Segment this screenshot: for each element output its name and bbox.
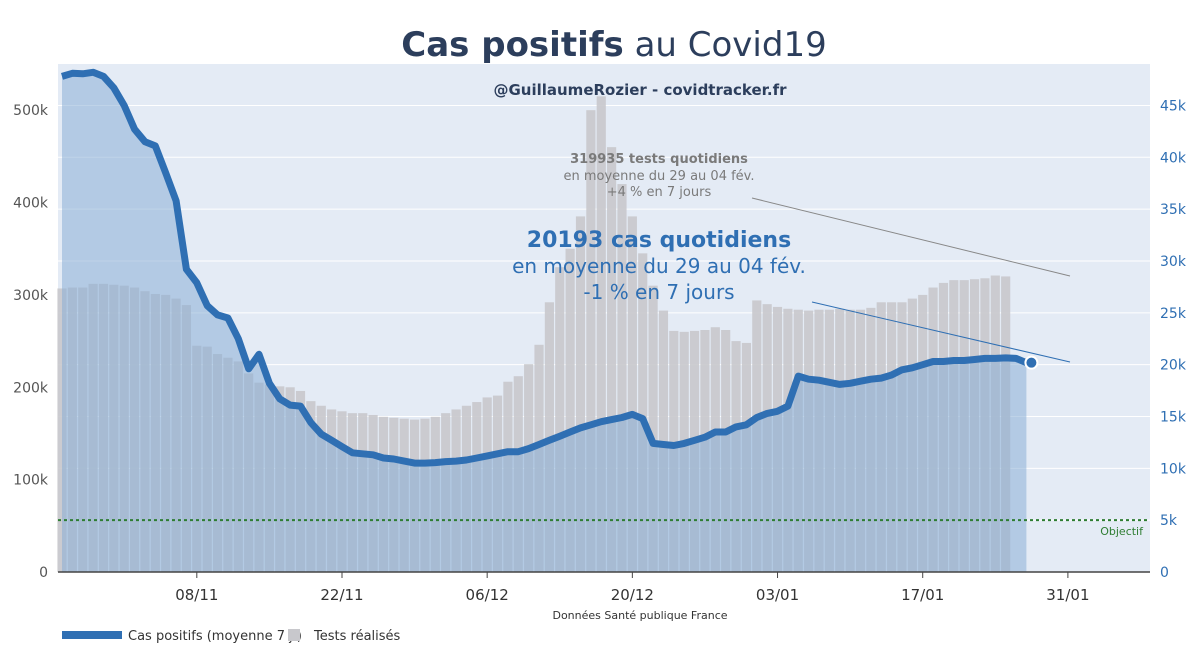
tests-bar bbox=[565, 248, 575, 572]
cases-annotation-line2: en moyenne du 29 au 04 fév. bbox=[512, 254, 806, 278]
y-right-tick-label: 10k bbox=[1160, 461, 1187, 477]
y-right-tick-label: 25k bbox=[1160, 306, 1187, 322]
x-tick-label: 03/01 bbox=[756, 586, 799, 604]
cases-annotation-line3: -1 % en 7 jours bbox=[583, 280, 734, 304]
tests-bar bbox=[596, 96, 606, 572]
tests-annotation-line2: en moyenne du 29 au 04 fév. bbox=[564, 169, 755, 184]
y-right-tick-label: 30k bbox=[1160, 254, 1187, 270]
chart-subtitle: @GuillaumeRozier - covidtracker.fr bbox=[493, 81, 787, 99]
tests-bar bbox=[638, 253, 648, 572]
chart-title-regular: au Covid19 bbox=[624, 25, 827, 65]
tests-annotation-line1: 319935 tests quotidiens bbox=[570, 152, 748, 167]
chart-title: Cas positifs au Covid19 bbox=[401, 25, 826, 65]
y-left-ticks: 0 100k 200k 300k 400k 500k bbox=[13, 103, 49, 581]
chart-title-bold: Cas positifs bbox=[401, 25, 624, 65]
legend-item-tests[interactable]: Tests réalisés bbox=[288, 629, 401, 644]
cases-last-marker bbox=[1024, 355, 1039, 370]
x-ticks: 08/11 22/11 06/12 20/12 03/01 17/01 31/01 bbox=[175, 572, 1090, 604]
x-tick-label: 20/12 bbox=[611, 586, 654, 604]
tests-bar bbox=[617, 184, 627, 572]
x-tick-label: 08/11 bbox=[175, 586, 218, 604]
y-right-ticks: 0 5k 10k 15k 20k 25k 30k 35k 40k 45k bbox=[1160, 98, 1187, 581]
y-left-tick-label: 400k bbox=[13, 196, 49, 212]
cases-annotation-pointer bbox=[811, 301, 1071, 363]
legend-label-cases: Cas positifs (moyenne 7 j.) bbox=[128, 629, 302, 644]
legend-label-tests: Tests réalisés bbox=[313, 629, 401, 644]
y-left-tick-label: 0 bbox=[39, 565, 48, 581]
y-right-tick-label: 40k bbox=[1160, 150, 1187, 166]
y-left-tick-label: 100k bbox=[13, 473, 49, 489]
legend-swatch-cases bbox=[62, 631, 122, 639]
tests-bar bbox=[627, 216, 637, 572]
legend-swatch-tests bbox=[288, 629, 300, 641]
cases-line bbox=[61, 68, 1028, 467]
cases-annotation-line1: 20193 cas quotidiens bbox=[527, 228, 791, 253]
y-right-tick-label: 0 bbox=[1160, 565, 1169, 581]
cases-area bbox=[62, 72, 1027, 573]
tests-bar bbox=[555, 267, 565, 572]
source-note: Données Santé publique France bbox=[552, 609, 727, 622]
legend-item-cases[interactable]: Cas positifs (moyenne 7 j.) bbox=[62, 629, 302, 644]
y-right-tick-label: 20k bbox=[1160, 358, 1187, 374]
legend[interactable]: Cas positifs (moyenne 7 j.) Tests réalis… bbox=[62, 629, 401, 644]
y-left-tick-label: 200k bbox=[13, 380, 49, 396]
tests-annotation-line3: +4 % en 7 jours bbox=[607, 185, 712, 200]
x-tick-label: 22/11 bbox=[320, 586, 363, 604]
x-tick-label: 06/12 bbox=[466, 586, 509, 604]
y-right-tick-label: 5k bbox=[1160, 513, 1178, 529]
y-left-tick-label: 500k bbox=[13, 103, 49, 119]
tests-bar bbox=[575, 216, 586, 572]
y-left-tick-label: 300k bbox=[13, 288, 49, 304]
tests-annotation-pointer bbox=[751, 197, 1071, 277]
tests-bar bbox=[648, 285, 658, 572]
tests-bar bbox=[607, 147, 617, 573]
y-right-tick-label: 35k bbox=[1160, 202, 1187, 218]
y-right-tick-label: 15k bbox=[1160, 409, 1187, 425]
x-tick-label: 17/01 bbox=[901, 586, 944, 604]
x-tick-label: 31/01 bbox=[1046, 586, 1089, 604]
tests-bar bbox=[586, 110, 596, 572]
y-right-tick-label: 45k bbox=[1160, 98, 1187, 114]
objective-label: Objectif bbox=[1100, 525, 1144, 538]
